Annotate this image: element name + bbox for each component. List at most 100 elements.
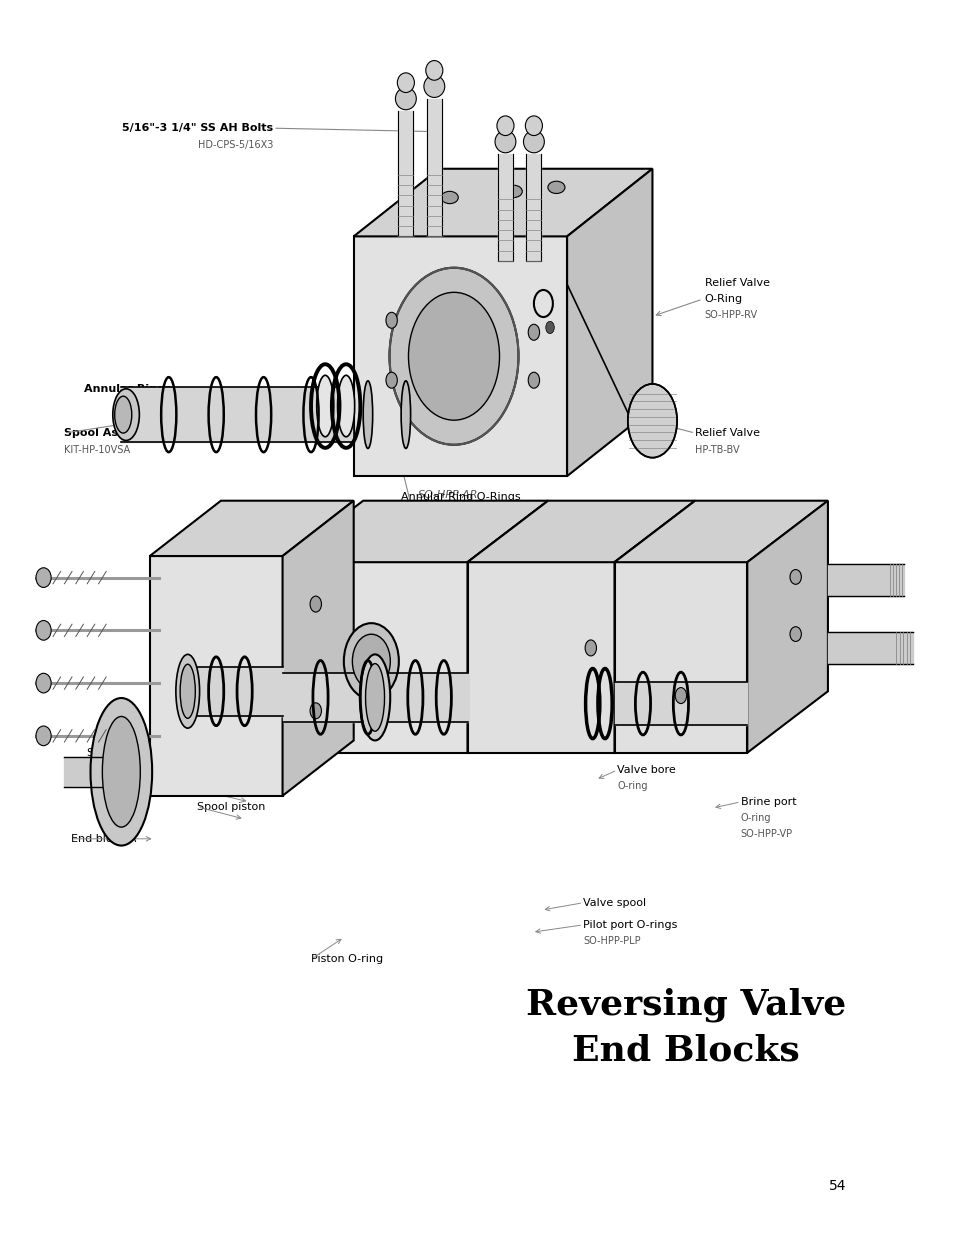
Ellipse shape <box>423 75 444 98</box>
Text: Reset button and O-ring: Reset button and O-ring <box>200 573 335 583</box>
Ellipse shape <box>395 88 416 110</box>
Ellipse shape <box>545 321 554 333</box>
Ellipse shape <box>547 182 564 194</box>
Text: Mount inside Valve Block: Mount inside Valve Block <box>400 508 539 517</box>
Text: SO-HPP-VP: SO-HPP-VP <box>740 829 792 839</box>
Ellipse shape <box>389 268 517 445</box>
Text: Annular Rings: Annular Rings <box>84 384 172 394</box>
Ellipse shape <box>408 293 499 420</box>
Ellipse shape <box>91 698 152 846</box>
Text: SO-HPP-RV: SO-HPP-RV <box>704 310 757 320</box>
Ellipse shape <box>528 372 539 388</box>
Ellipse shape <box>36 726 51 746</box>
Ellipse shape <box>497 116 514 136</box>
Ellipse shape <box>310 703 321 719</box>
Text: Pilot port O-rings: Pilot port O-rings <box>582 920 677 930</box>
Ellipse shape <box>523 131 544 153</box>
Text: KIT-HP-10VSA: KIT-HP-10VSA <box>65 446 131 456</box>
Text: HD-CPS-5/16X3: HD-CPS-5/16X3 <box>197 141 273 151</box>
Ellipse shape <box>396 73 414 93</box>
Text: End Blocks: End Blocks <box>571 1034 799 1067</box>
Text: HP-TB-VSP,VSP20: HP-TB-VSP,VSP20 <box>229 645 325 655</box>
Polygon shape <box>467 500 695 562</box>
Ellipse shape <box>505 185 521 198</box>
Polygon shape <box>354 169 652 236</box>
Text: Brine port: Brine port <box>740 797 796 806</box>
Text: Relief Valve: Relief Valve <box>704 278 769 288</box>
Polygon shape <box>150 500 354 556</box>
Text: Piston O-ring: Piston O-ring <box>311 955 383 965</box>
Polygon shape <box>566 169 652 477</box>
Polygon shape <box>467 500 548 753</box>
Text: Reversing Valve: Reversing Valve <box>525 988 845 1023</box>
Ellipse shape <box>310 597 321 613</box>
Ellipse shape <box>386 312 396 329</box>
Ellipse shape <box>528 325 539 341</box>
Ellipse shape <box>440 191 457 204</box>
Polygon shape <box>282 500 354 795</box>
Ellipse shape <box>400 380 410 448</box>
Ellipse shape <box>343 624 398 699</box>
Text: HD-CPS-5/162.75: HD-CPS-5/162.75 <box>238 557 335 567</box>
Text: SO-HPP-VB: SO-HPP-VB <box>87 747 147 758</box>
Text: HP-TB-BV: HP-TB-BV <box>695 446 739 456</box>
Text: Spool Assembly: Spool Assembly <box>65 429 163 438</box>
Ellipse shape <box>584 640 596 656</box>
Ellipse shape <box>386 372 396 388</box>
Ellipse shape <box>175 655 199 729</box>
Text: 54: 54 <box>828 1178 845 1193</box>
Text: SO-HPP-PLP: SO-HPP-PLP <box>582 936 640 946</box>
Ellipse shape <box>359 655 390 741</box>
Polygon shape <box>282 500 548 562</box>
Ellipse shape <box>316 375 334 437</box>
Polygon shape <box>614 562 746 753</box>
Ellipse shape <box>352 635 390 688</box>
Text: SO-HPP-AR: SO-HPP-AR <box>417 489 478 499</box>
Polygon shape <box>614 500 827 562</box>
Text: Annular Ring O-Rings: Annular Ring O-Rings <box>400 492 520 501</box>
Text: Valve spool: Valve spool <box>582 898 646 908</box>
Text: Valve block: Valve block <box>233 684 296 694</box>
Text: HP-TB-AR: HP-TB-AR <box>127 401 172 411</box>
Polygon shape <box>746 500 827 753</box>
Text: O-Ring: O-Ring <box>704 294 742 304</box>
Polygon shape <box>354 236 566 477</box>
Ellipse shape <box>425 61 442 80</box>
Ellipse shape <box>675 688 686 704</box>
Ellipse shape <box>627 384 677 458</box>
Ellipse shape <box>789 569 801 584</box>
Ellipse shape <box>495 131 516 153</box>
Ellipse shape <box>36 620 51 640</box>
Text: 5/16"- 2 3/4" SS A.H. bolts: 5/16"- 2 3/4" SS A.H. bolts <box>510 557 656 567</box>
Text: Spool piston: Spool piston <box>197 802 265 811</box>
Text: Valve bore: Valve bore <box>617 764 676 774</box>
Ellipse shape <box>363 380 373 448</box>
Text: Spacer ring: Spacer ring <box>395 664 460 674</box>
Ellipse shape <box>525 116 542 136</box>
Ellipse shape <box>112 389 139 441</box>
Polygon shape <box>150 556 282 795</box>
Ellipse shape <box>36 568 51 588</box>
Ellipse shape <box>789 626 801 641</box>
Text: End block B: End block B <box>457 589 523 599</box>
Ellipse shape <box>102 716 140 827</box>
Polygon shape <box>614 500 695 753</box>
Ellipse shape <box>365 663 384 731</box>
Text: Spool piston: Spool piston <box>424 640 493 650</box>
Text: Valve bore O-ring: Valve bore O-ring <box>159 764 256 774</box>
Text: Relief Valve: Relief Valve <box>695 429 760 438</box>
Text: End block A: End block A <box>71 834 136 844</box>
Text: 5/16"-3 1/4" SS AH Bolts: 5/16"-3 1/4" SS AH Bolts <box>122 124 273 133</box>
Text: Valve Block: Valve Block <box>372 505 524 529</box>
Ellipse shape <box>337 375 355 437</box>
Text: O-ring: O-ring <box>617 781 647 790</box>
Polygon shape <box>467 562 614 753</box>
Text: O-ring: O-ring <box>740 813 770 823</box>
Ellipse shape <box>180 664 195 719</box>
Text: Spacer ring: Spacer ring <box>197 784 261 794</box>
Text: SO-HPP-SP, PS20: SO-HPP-SP, PS20 <box>231 625 325 635</box>
Ellipse shape <box>114 396 132 433</box>
Polygon shape <box>282 562 467 753</box>
Text: HP-TB-SR: HP-TB-SR <box>274 664 325 674</box>
Text: Piston O-ring: Piston O-ring <box>467 605 539 615</box>
